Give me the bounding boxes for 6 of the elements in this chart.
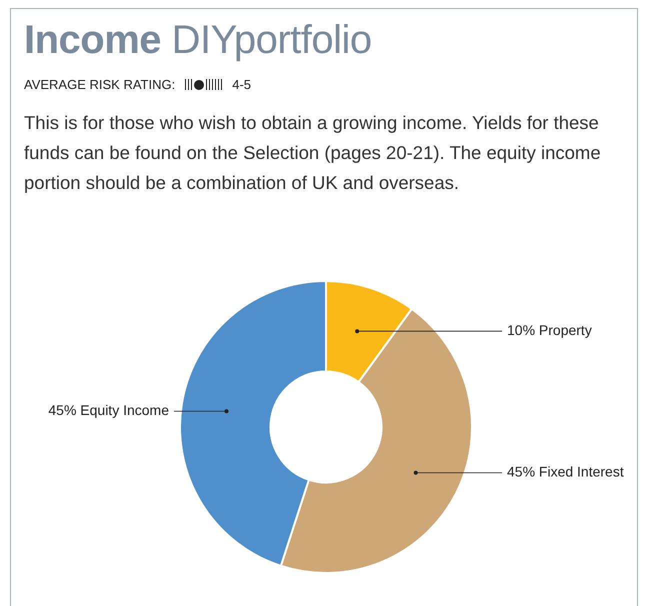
chart-title: Income DIYportfolio: [24, 18, 372, 62]
slice-label: 45% Fixed Interest: [507, 464, 624, 480]
text: This is for those who wish to obtain a growing income. Yields for these funds can be found on the Selection (pages 20-21). The equity income portion should be a combination of UK and overseas.: [24, 111, 602, 195]
slice-label: 45% Equity Income: [48, 402, 170, 418]
text: AVERAGE RISK RATING: 4-5: [24, 77, 252, 92]
slice-label: 10% Property: [507, 322, 592, 338]
